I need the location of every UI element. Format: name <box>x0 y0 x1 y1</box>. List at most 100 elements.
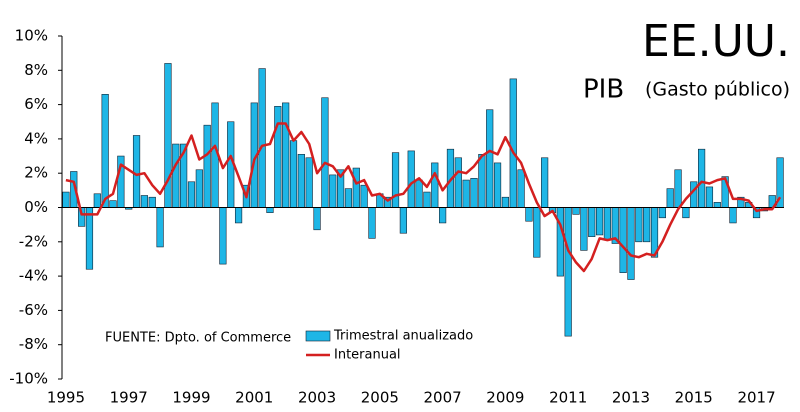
chart-subtitle: PIB <box>583 75 624 105</box>
y-tick-label: 4% <box>24 129 48 147</box>
bar <box>391 152 400 208</box>
bar <box>329 174 337 208</box>
legend-swatch <box>305 330 331 342</box>
chart-title: EE.UU. <box>642 16 790 67</box>
bar <box>344 188 353 208</box>
bar <box>305 157 313 208</box>
bar <box>541 157 549 208</box>
y-tick-label: 8% <box>24 61 48 79</box>
legend-label: Interanual <box>334 348 401 363</box>
bar <box>603 207 612 241</box>
y-tick-label: -6% <box>19 301 48 319</box>
line <box>65 122 782 273</box>
bar <box>627 207 635 280</box>
bar <box>705 186 714 208</box>
bar <box>132 135 141 208</box>
bar <box>643 207 651 243</box>
bar <box>635 207 643 243</box>
bar <box>486 109 494 208</box>
x-tick-label: 2001 <box>235 389 273 407</box>
bar <box>109 200 117 208</box>
x-tick-label: 2007 <box>424 389 462 407</box>
bar <box>478 154 486 208</box>
bar <box>313 207 321 231</box>
bar <box>234 207 243 224</box>
bar <box>203 124 211 208</box>
bar <box>525 207 533 222</box>
bar <box>580 207 588 251</box>
bar <box>148 196 156 208</box>
bar <box>533 207 541 258</box>
x-tick-label: 2009 <box>486 389 524 407</box>
bar <box>588 207 596 237</box>
bar <box>274 106 282 208</box>
x-tick-label: 1997 <box>110 389 148 407</box>
y-tick-label: -10% <box>9 370 48 388</box>
bar <box>674 169 682 208</box>
y-tick-label: -8% <box>19 335 48 353</box>
bar <box>321 97 329 208</box>
bar <box>368 207 376 239</box>
bar <box>431 162 439 208</box>
x-tick-label: 2013 <box>612 389 650 407</box>
bar <box>454 157 462 208</box>
y-tick-label: 6% <box>24 95 48 113</box>
x-tick-label: 2005 <box>361 389 399 407</box>
bar <box>423 191 431 208</box>
bar <box>619 207 627 273</box>
bar <box>666 188 674 208</box>
bar <box>156 207 164 248</box>
bar <box>572 207 580 215</box>
bar <box>501 196 509 208</box>
bar <box>407 150 415 208</box>
bar <box>415 179 423 208</box>
bar <box>360 184 368 208</box>
legend-box <box>299 323 506 369</box>
bar <box>195 169 203 208</box>
bar <box>219 207 227 265</box>
bar <box>595 207 604 236</box>
bar <box>85 207 94 270</box>
y-tick-label: 2% <box>24 164 48 182</box>
bar <box>140 195 148 208</box>
bar <box>258 68 266 208</box>
bar <box>682 207 690 219</box>
y-tick-label: 10% <box>15 27 48 45</box>
bar <box>187 181 196 208</box>
bar <box>282 102 290 208</box>
bar <box>658 207 666 219</box>
bar <box>729 207 737 224</box>
y-tick-label: -4% <box>19 267 48 285</box>
bar <box>713 202 721 208</box>
bar <box>62 191 70 208</box>
x-tick-label: 1999 <box>172 389 210 407</box>
chart-subtitle-note: (Gasto público) <box>645 79 790 101</box>
bar <box>399 207 407 234</box>
bar <box>517 169 525 208</box>
x-tick-label: 2017 <box>737 389 775 407</box>
bar <box>470 178 478 208</box>
bar <box>172 143 180 208</box>
y-tick-label: -2% <box>19 232 48 250</box>
x-tick-label: 2003 <box>298 389 336 407</box>
bar <box>509 78 517 208</box>
bar <box>564 207 572 337</box>
bar <box>462 179 470 208</box>
bar <box>493 162 502 208</box>
bar <box>93 193 101 208</box>
x-tick-label: 2015 <box>675 389 713 407</box>
bar <box>352 167 360 208</box>
bar <box>698 148 706 208</box>
bar <box>289 140 298 208</box>
source-note: FUENTE: Dpto. of Commerce <box>105 331 291 346</box>
bar <box>297 154 305 208</box>
bar <box>439 207 447 224</box>
legend-label: Trimestral anualizado <box>333 329 473 344</box>
x-tick-label: 1995 <box>47 389 85 407</box>
bar <box>266 207 274 213</box>
x-tick-label: 2011 <box>549 389 587 407</box>
y-tick-label: 0% <box>24 198 48 216</box>
bar <box>101 94 109 208</box>
bar <box>556 207 564 277</box>
